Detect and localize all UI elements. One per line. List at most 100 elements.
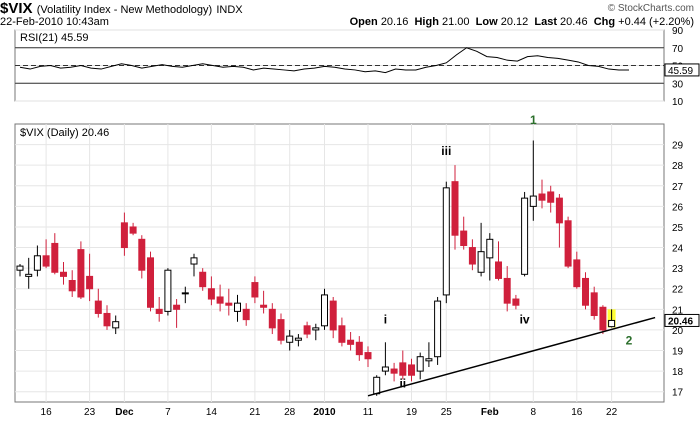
candle-body: [303, 325, 311, 335]
candle-body: [68, 280, 76, 292]
candle: [68, 270, 76, 297]
candle-body: [512, 298, 520, 306]
candle: [242, 303, 250, 326]
x-tick-label: Feb: [481, 407, 499, 418]
x-tick-label: 16: [571, 407, 583, 418]
candle: [190, 253, 198, 277]
x-tick-label: 25: [441, 407, 453, 418]
candle: [582, 272, 589, 310]
open-value: 20.16: [380, 16, 409, 28]
candle: [199, 268, 207, 291]
candle: [607, 309, 616, 328]
candle: [355, 336, 363, 361]
candle-body: [442, 187, 450, 296]
candle: [216, 284, 224, 312]
candle-body: [608, 319, 616, 328]
candle: [294, 334, 302, 347]
candle-body: [147, 257, 154, 308]
exchange: INDX: [216, 4, 243, 16]
candle-body: [103, 312, 111, 327]
candle-body: [329, 300, 337, 331]
last-price-label: 20.46: [668, 316, 693, 327]
candle: [60, 261, 67, 285]
open-label: Open: [349, 16, 378, 28]
low-value: 20.12: [500, 16, 529, 28]
chg-value: +0.44 (+2.20%): [618, 16, 694, 28]
wave-label: 2: [626, 333, 633, 347]
candle-body: [312, 327, 320, 331]
candle-body: [503, 277, 511, 304]
candle: [529, 140, 537, 221]
symbol: $VIX: [0, 0, 33, 17]
x-tick-label: 8: [531, 407, 537, 418]
rsi-current-label: 45.59: [668, 66, 693, 77]
candle-body: [434, 300, 442, 358]
rsi-title: RSI(21) 45.59: [20, 32, 88, 44]
candle: [286, 329, 294, 351]
candle: [112, 315, 120, 335]
candle-body: [129, 226, 137, 234]
candle: [303, 321, 311, 339]
candle-body: [268, 308, 276, 329]
candle: [103, 305, 111, 330]
candle: [234, 294, 241, 322]
candle-body: [86, 275, 94, 290]
candle: [120, 212, 128, 256]
candle-body: [242, 308, 250, 321]
candle-body: [590, 292, 598, 317]
candle-body: [294, 337, 302, 341]
candle-body: [120, 222, 128, 249]
candle-body: [16, 265, 24, 271]
candle-body: [564, 220, 572, 267]
candle-body: [538, 193, 546, 201]
high-label: High: [414, 16, 439, 28]
wave-label: i: [384, 313, 387, 327]
candle: [338, 317, 346, 347]
wave-label: 1: [530, 113, 537, 127]
last-label: Last: [534, 16, 557, 28]
price-tick-label: 24: [672, 244, 684, 255]
candle-body: [190, 257, 198, 265]
trendline: [367, 316, 656, 397]
x-tick-label: 14: [206, 407, 218, 418]
candle: [564, 216, 572, 269]
price-title: $VIX (Daily) 20.46: [20, 127, 109, 139]
high-value: 21.00: [441, 16, 470, 28]
candle: [312, 323, 320, 341]
rsi-tick-label: 90: [672, 26, 684, 37]
candle-body: [286, 335, 294, 343]
x-tick-label: 23: [84, 407, 96, 418]
candle-body: [495, 261, 502, 279]
candle: [25, 257, 33, 289]
candle: [555, 194, 563, 248]
candle-body: [381, 366, 389, 372]
price-tick-label: 17: [672, 388, 684, 399]
candle: [225, 288, 233, 316]
candle-body: [25, 273, 33, 277]
candle-body: [251, 282, 259, 298]
candle: [251, 276, 259, 304]
chart-title-line: $VIX (Volatility Index - New Methodology…: [0, 0, 243, 17]
candle-body: [207, 288, 215, 300]
candle: [547, 185, 555, 213]
candle-body: [529, 195, 537, 207]
rsi-tick-label: 10: [672, 97, 684, 108]
candle: [503, 266, 511, 312]
candle: [147, 251, 154, 312]
candle: [207, 276, 215, 306]
price-panel: [14, 123, 665, 403]
timestamp: 22-Feb-2010 10:43am: [0, 16, 109, 28]
candle-body: [521, 197, 529, 275]
candle-body: [477, 251, 485, 273]
candle: [33, 245, 41, 277]
candle-body: [216, 296, 224, 304]
candle: [416, 352, 424, 380]
rsi-tick-label: 70: [672, 44, 684, 55]
candle: [329, 296, 337, 339]
candle: [321, 288, 328, 330]
candle-body: [486, 238, 494, 259]
candle: [94, 288, 102, 318]
candle-body: [547, 191, 555, 203]
candle: [538, 179, 546, 209]
